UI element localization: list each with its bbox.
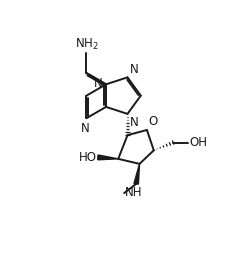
Text: NH: NH bbox=[125, 186, 142, 199]
Polygon shape bbox=[98, 155, 118, 160]
Text: O: O bbox=[149, 115, 158, 128]
Text: OH: OH bbox=[190, 136, 208, 149]
Text: N: N bbox=[130, 62, 138, 76]
Text: N: N bbox=[130, 116, 139, 129]
Text: NH$_2$: NH$_2$ bbox=[75, 37, 98, 52]
Text: N: N bbox=[94, 78, 103, 90]
Text: HO: HO bbox=[78, 151, 97, 164]
Polygon shape bbox=[134, 164, 140, 184]
Text: N: N bbox=[81, 122, 90, 135]
